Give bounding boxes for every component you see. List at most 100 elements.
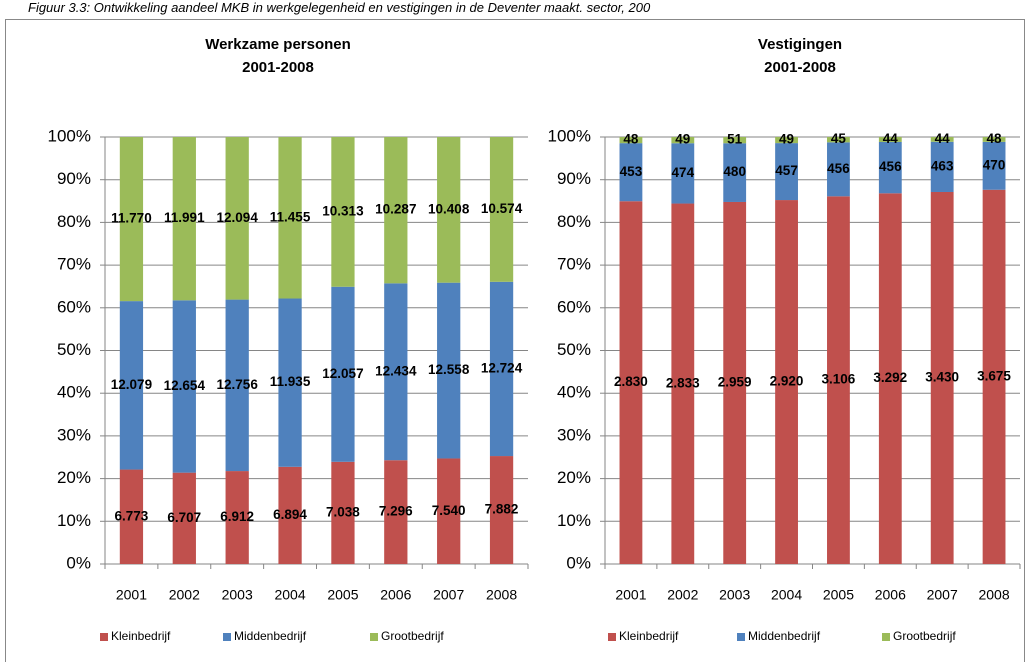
y-tick-label: 20% xyxy=(57,468,91,487)
legend-label: Kleinbedrijf xyxy=(619,629,679,643)
caption: Figuur 3.3: Ontwikkeling aandeel MKB in … xyxy=(28,0,651,15)
data-label: 2.920 xyxy=(770,374,804,389)
y-tick-label: 30% xyxy=(557,425,591,444)
data-label: 48 xyxy=(987,131,1003,146)
frame xyxy=(5,19,1025,662)
data-label: 12.558 xyxy=(428,362,470,377)
x-tick-label: 2006 xyxy=(380,587,411,603)
bar-segment xyxy=(775,137,798,144)
y-tick-label: 90% xyxy=(557,169,591,188)
x-tick-label: 2002 xyxy=(169,587,200,603)
data-label: 7.038 xyxy=(326,504,360,519)
data-label: 12.756 xyxy=(217,377,259,392)
bar-segment xyxy=(827,196,850,564)
legend-label: Grootbedrijf xyxy=(893,629,956,643)
bar-segment xyxy=(619,143,643,202)
data-label: 12.079 xyxy=(111,377,152,392)
legend-label: Middenbedrijf xyxy=(748,629,821,643)
y-tick-label: 60% xyxy=(57,297,91,316)
bar-segment xyxy=(671,137,695,144)
x-tick-label: 2006 xyxy=(875,587,906,603)
data-label: 10.574 xyxy=(481,201,523,216)
bar-segment xyxy=(437,282,461,459)
x-tick-label: 2008 xyxy=(978,587,1009,603)
legend-marker xyxy=(737,633,745,641)
y-tick-label: 40% xyxy=(557,383,591,402)
data-label: 48 xyxy=(623,132,639,147)
data-label: 11.935 xyxy=(270,374,311,389)
data-label: 12.724 xyxy=(481,360,523,375)
data-label: 12.654 xyxy=(164,378,206,393)
y-tick-label: 70% xyxy=(57,255,91,274)
x-tick-label: 2005 xyxy=(823,587,854,603)
data-label: 7.540 xyxy=(432,503,466,518)
chart-subtitle: 2001-2008 xyxy=(242,59,314,76)
bar-segment xyxy=(619,201,643,564)
data-label: 480 xyxy=(723,164,746,179)
legend-label: Kleinbedrijf xyxy=(111,629,171,643)
legend-label: Middenbedrijf xyxy=(234,629,307,643)
bar-segment xyxy=(172,472,196,564)
bar-segment xyxy=(827,137,850,143)
bar-segment xyxy=(384,137,408,284)
data-label: 6.894 xyxy=(273,507,307,522)
bar-segment xyxy=(172,300,196,473)
y-tick-label: 70% xyxy=(557,255,591,274)
x-tick-label: 2001 xyxy=(615,587,646,603)
x-tick-label: 2007 xyxy=(927,587,958,603)
bar-segment xyxy=(331,461,355,564)
data-label: 49 xyxy=(675,132,690,147)
data-label: 11.455 xyxy=(270,209,311,224)
data-label: 11.991 xyxy=(164,210,205,225)
bar-segment xyxy=(723,143,747,202)
legend-marker xyxy=(608,633,616,641)
data-label: 2.833 xyxy=(666,375,700,390)
data-label: 10.287 xyxy=(375,202,416,217)
data-label: 3.430 xyxy=(925,370,959,385)
x-tick-label: 2003 xyxy=(719,587,750,603)
data-label: 3.292 xyxy=(873,370,907,385)
data-label: 44 xyxy=(935,131,951,146)
bar-segment xyxy=(878,137,902,142)
data-label: 12.094 xyxy=(217,210,259,225)
y-tick-label: 60% xyxy=(557,297,591,316)
y-tick-label: 30% xyxy=(57,425,91,444)
data-label: 457 xyxy=(775,163,798,178)
bar-segment xyxy=(878,193,902,565)
data-label: 12.057 xyxy=(322,366,363,381)
bar-segment xyxy=(331,286,355,462)
bar-segment xyxy=(225,471,249,564)
y-tick-label: 0% xyxy=(566,553,591,572)
bar-segment xyxy=(384,283,408,461)
data-label: 2.959 xyxy=(718,375,752,390)
data-label: 11.770 xyxy=(111,211,152,226)
bar-segment xyxy=(878,141,902,194)
data-label: 2.830 xyxy=(614,374,648,389)
chart-subtitle: 2001-2008 xyxy=(764,59,836,76)
y-tick-label: 0% xyxy=(66,553,91,572)
bar-segment xyxy=(278,137,302,299)
legend-marker xyxy=(882,633,890,641)
y-tick-label: 50% xyxy=(57,340,91,359)
bar-segment xyxy=(489,456,514,564)
legend-marker xyxy=(223,633,231,641)
bar-segment xyxy=(489,137,514,282)
bar-segment xyxy=(775,200,798,565)
legend-marker xyxy=(370,633,378,641)
data-label: 453 xyxy=(620,164,643,179)
data-label: 463 xyxy=(931,158,954,173)
x-tick-label: 2007 xyxy=(433,587,464,603)
data-label: 45 xyxy=(831,131,847,146)
data-label: 7.882 xyxy=(485,502,519,517)
x-tick-label: 2002 xyxy=(667,587,698,603)
data-label: 3.675 xyxy=(977,368,1011,383)
bar-segment xyxy=(930,191,954,564)
x-tick-label: 2003 xyxy=(222,587,253,603)
bar-segment xyxy=(437,458,461,564)
bar-segment xyxy=(225,137,249,300)
bar-segment xyxy=(723,201,747,564)
chart-title: Vestigingen xyxy=(758,36,842,53)
y-tick-label: 50% xyxy=(557,340,591,359)
bar-segment xyxy=(384,460,408,564)
data-label: 456 xyxy=(879,159,902,174)
